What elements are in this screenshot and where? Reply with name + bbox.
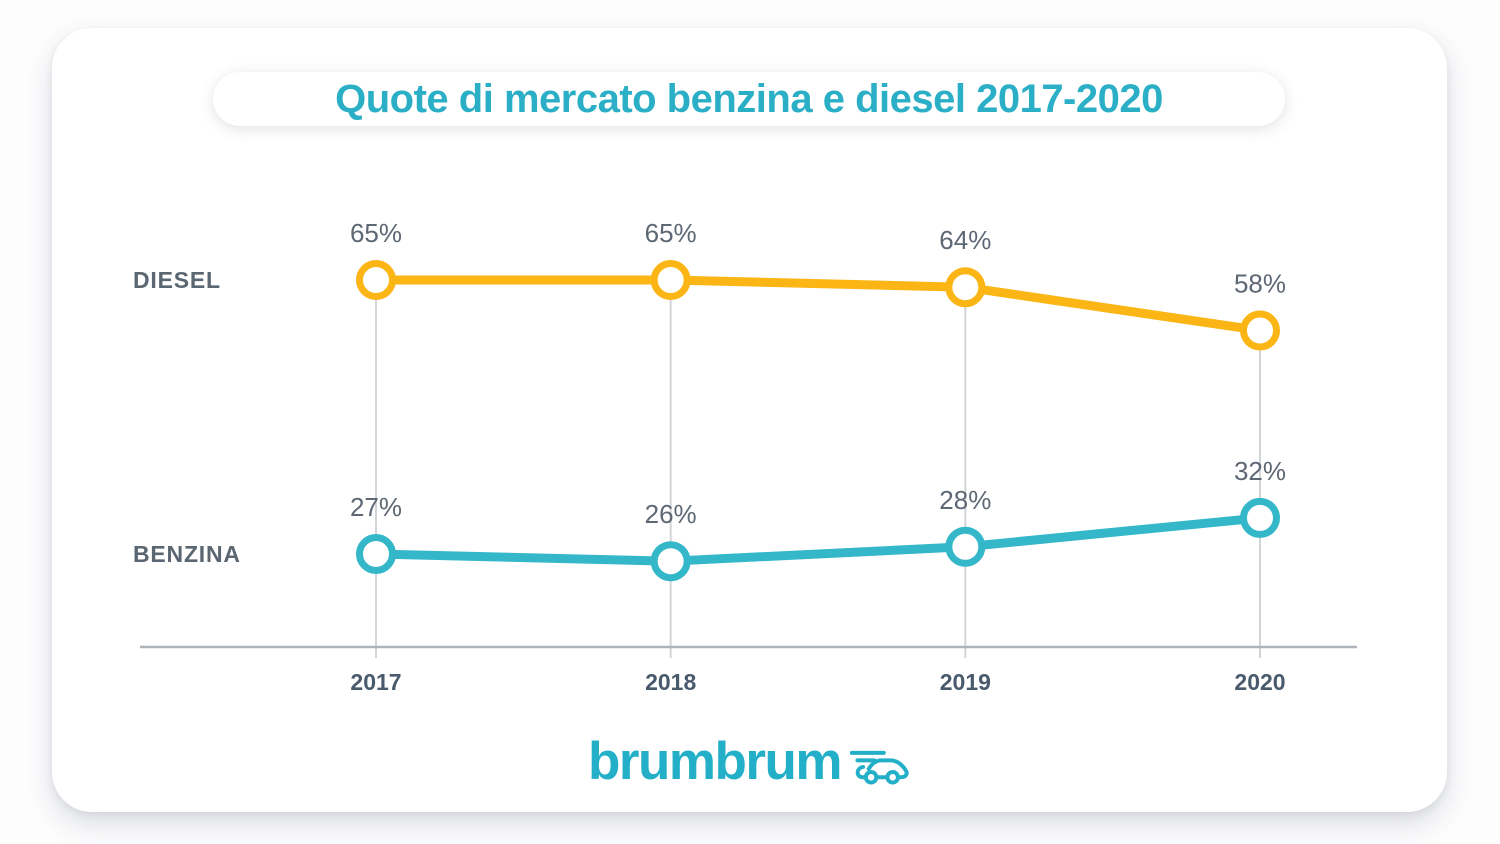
x-tick-label-2019: 2019 [940,669,991,695]
benzina-point-2019 [945,526,986,567]
chart-title: Quote di mercato benzina e diesel 2017-2… [335,76,1163,121]
car-front-bumper [855,764,867,780]
benzina-value-label-2017: 27% [350,492,402,522]
benzina-point-2018 [650,541,691,582]
diesel-value-label-2018: 65% [645,218,697,248]
chart-card: Quote di mercato benzina e diesel 2017-2… [52,28,1447,812]
series-label-diesel: DIESEL [133,267,221,293]
chart-svg: 65% 65% 64% 58% 27% 26% 28% 32% 2017 2018 2019 2020 [140,218,1357,695]
diesel-point-2018 [650,260,691,300]
car-body [866,758,909,780]
series-label-benzina: BENZINA [133,541,241,567]
car-wheel-rear [863,770,879,785]
benzina-line [371,513,1265,566]
diesel-value-label-2020: 58% [1234,268,1286,298]
diesel-value-label-2017: 65% [350,218,402,248]
x-tick-label-2018: 2018 [645,669,696,695]
car-icon [849,750,909,785]
x-tick-label-2017: 2017 [350,669,401,695]
title-pill: Quote di mercato benzina e diesel 2017-2… [213,72,1285,126]
benzina-value-label-2018: 26% [645,499,697,529]
benzina-point-2020 [1240,497,1280,538]
diesel-line [371,275,1265,335]
diesel-point-2019 [945,267,986,308]
benzina-value-label-2020: 32% [1234,456,1286,486]
diesel-point-2020 [1240,310,1280,351]
x-tick-label-2020: 2020 [1234,669,1285,695]
diesel-point-2017 [356,260,396,300]
car-wheel-front [885,770,900,785]
benzina-point-2017 [356,533,396,574]
benzina-value-label-2019: 28% [939,485,991,515]
diesel-value-label-2019: 64% [939,225,991,255]
brand-logo: brumbrum [52,732,1447,790]
brand-wordmark: brumbrum [588,731,843,791]
